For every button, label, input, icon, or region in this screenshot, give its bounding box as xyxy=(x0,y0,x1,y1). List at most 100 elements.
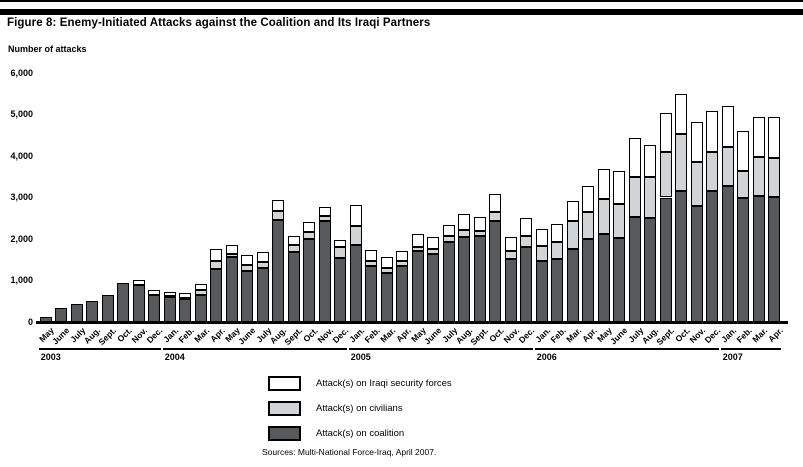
bar-segment-attack-s-on-iraqi-security-forces xyxy=(365,249,378,261)
bar-segment-attack-s-on-coalition xyxy=(132,285,145,322)
year-label-2006: 2006 xyxy=(536,352,557,362)
bar-segment-attack-s-on-coalition xyxy=(613,237,626,322)
bar-segment-attack-s-on-iraqi-security-forces xyxy=(458,213,471,231)
bar-segment-attack-s-on-coalition xyxy=(380,272,393,322)
figure-title: Figure 8: Enemy-Initiated Attacks agains… xyxy=(7,17,431,29)
bar-segment-attack-s-on-civilians xyxy=(473,230,486,236)
bar-segment-attack-s-on-civilians xyxy=(349,225,362,245)
bar-segment-attack-s-on-civilians xyxy=(504,250,517,259)
bar-segment-attack-s-on-iraqi-security-forces xyxy=(504,236,517,251)
legend-label: Attack(s) on civilians xyxy=(316,403,403,414)
bar-segment-attack-s-on-iraqi-security-forces xyxy=(303,222,316,233)
bar-segment-attack-s-on-coalition xyxy=(659,197,672,322)
year-label-2007: 2007 xyxy=(722,352,743,362)
bar-segment-attack-s-on-civilians xyxy=(752,157,765,196)
year-group-line-2007 xyxy=(720,348,782,350)
bar-segment-attack-s-on-coalition xyxy=(163,297,176,322)
bar-segment-attack-s-on-coalition xyxy=(566,248,579,322)
bar-segment-attack-s-on-iraqi-security-forces xyxy=(442,224,455,236)
bar-segment-attack-s-on-civilians xyxy=(721,147,734,186)
bar-segment-attack-s-on-iraqi-security-forces xyxy=(179,293,192,298)
bar-segment-attack-s-on-coalition xyxy=(318,221,331,322)
bar-segment-attack-s-on-civilians xyxy=(411,246,424,251)
bar-segment-attack-s-on-coalition xyxy=(396,266,409,322)
bar-segment-attack-s-on-iraqi-security-forces xyxy=(256,252,269,263)
bar-segment-attack-s-on-civilians xyxy=(427,248,440,254)
bar-segment-attack-s-on-coalition xyxy=(520,247,533,322)
year-group-line-2006 xyxy=(534,348,720,350)
bar-segment-attack-s-on-iraqi-security-forces xyxy=(210,248,223,261)
bar-segment-attack-s-on-coalition xyxy=(458,236,471,322)
bar-segment-attack-s-on-iraqi-security-forces xyxy=(287,235,300,245)
year-label-2003: 2003 xyxy=(40,352,61,362)
y-axis-tick-label: 6,000 xyxy=(10,67,33,78)
bar-segment-attack-s-on-coalition xyxy=(768,196,781,322)
bar-segment-attack-s-on-iraqi-security-forces xyxy=(427,237,440,249)
bar-segment-attack-s-on-coalition xyxy=(706,190,719,322)
year-label-2005: 2005 xyxy=(350,352,371,362)
y-axis-caption: Number of attacks xyxy=(8,44,87,54)
bar-segment-attack-s-on-coalition xyxy=(489,220,502,322)
bar-segment-attack-s-on-civilians xyxy=(396,260,409,267)
bar-segment-attack-s-on-coalition xyxy=(427,253,440,322)
bar-segment-attack-s-on-coalition xyxy=(55,307,68,322)
bar-segment-attack-s-on-civilians xyxy=(179,297,192,300)
bar-segment-attack-s-on-civilians xyxy=(706,152,719,191)
bar-segment-attack-s-on-iraqi-security-forces xyxy=(318,207,331,216)
bar-segment-attack-s-on-coalition xyxy=(86,301,99,322)
bar-segment-attack-s-on-iraqi-security-forces xyxy=(597,168,610,199)
bar-segment-attack-s-on-civilians xyxy=(768,158,781,197)
top-rule xyxy=(0,0,803,2)
year-label-2004: 2004 xyxy=(164,352,185,362)
bar-segment-attack-s-on-civilians xyxy=(334,247,347,258)
bar-segment-attack-s-on-civilians xyxy=(690,162,703,206)
bar-segment-attack-s-on-coalition xyxy=(597,233,610,322)
bar-segment-attack-s-on-civilians xyxy=(613,203,626,238)
bar-segment-attack-s-on-iraqi-security-forces xyxy=(768,116,781,159)
y-axis-tick-label: 4,000 xyxy=(10,150,33,161)
bar-segment-attack-s-on-civilians xyxy=(256,262,269,269)
bar-segment-attack-s-on-iraqi-security-forces xyxy=(535,229,548,247)
bar-segment-attack-s-on-coalition xyxy=(442,242,455,322)
bar-segment-attack-s-on-civilians xyxy=(194,290,207,296)
bar-segment-attack-s-on-coalition xyxy=(365,266,378,322)
bar-segment-attack-s-on-civilians xyxy=(644,177,657,218)
bar-segment-attack-s-on-coalition xyxy=(70,303,83,322)
bar-segment-attack-s-on-civilians xyxy=(210,260,223,269)
bar-segment-attack-s-on-iraqi-security-forces xyxy=(659,112,672,152)
bar-segment-attack-s-on-civilians xyxy=(675,134,688,191)
bar-segment-attack-s-on-iraqi-security-forces xyxy=(396,250,409,261)
bar-segment-attack-s-on-civilians xyxy=(365,260,378,267)
bar-segment-attack-s-on-iraqi-security-forces xyxy=(582,185,595,213)
bar-segment-attack-s-on-iraqi-security-forces xyxy=(737,130,750,171)
bar-segment-attack-s-on-coalition xyxy=(225,257,238,322)
bar-segment-attack-s-on-coalition xyxy=(675,190,688,322)
source-note: Sources: Multi-National Force-Iraq, Apri… xyxy=(262,447,437,457)
bar-segment-attack-s-on-civilians xyxy=(442,235,455,243)
bar-segment-attack-s-on-civilians xyxy=(458,230,471,237)
bar-segment-attack-s-on-coalition xyxy=(303,239,316,322)
bar-segment-attack-s-on-coalition xyxy=(721,185,734,322)
bar-segment-attack-s-on-iraqi-security-forces xyxy=(675,93,688,134)
y-axis-tick-label: 0 xyxy=(27,316,33,327)
bar-segment-attack-s-on-coalition xyxy=(582,239,595,322)
bar-segment-attack-s-on-civilians xyxy=(272,210,285,220)
bar-segment-attack-s-on-coalition xyxy=(256,268,269,322)
bar-segment-attack-s-on-civilians xyxy=(551,242,564,260)
year-group-line-2004 xyxy=(162,348,348,350)
bar-segment-attack-s-on-iraqi-security-forces xyxy=(706,110,719,153)
month-tick-label: Apr. xyxy=(765,325,785,345)
legend-swatch-coalition xyxy=(268,426,301,441)
bar-segment-attack-s-on-coalition xyxy=(101,295,114,322)
bar-segment-attack-s-on-coalition xyxy=(210,268,223,322)
bar-segment-attack-s-on-coalition xyxy=(148,294,161,322)
bar-segment-attack-s-on-coalition xyxy=(535,261,548,322)
bar-segment-attack-s-on-iraqi-security-forces xyxy=(551,223,564,243)
bar-segment-attack-s-on-coalition xyxy=(287,252,300,322)
bar-segment-attack-s-on-iraqi-security-forces xyxy=(628,137,641,178)
bar-segment-attack-s-on-iraqi-security-forces xyxy=(644,145,657,178)
bar-segment-attack-s-on-civilians xyxy=(303,232,316,239)
bar-segment-attack-s-on-coalition xyxy=(179,297,192,322)
bar-segment-attack-s-on-civilians xyxy=(659,151,672,198)
